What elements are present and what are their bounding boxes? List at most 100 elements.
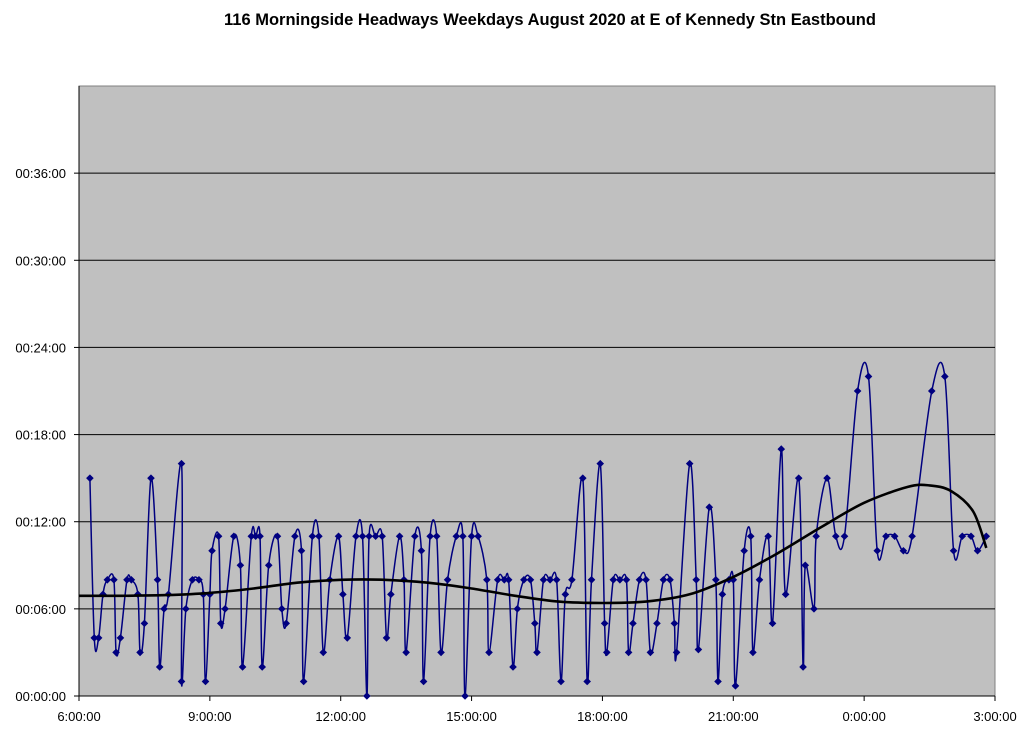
data-point-marker xyxy=(278,605,286,613)
data-point-marker xyxy=(467,532,476,541)
data-point-marker xyxy=(520,576,528,584)
data-point-marker xyxy=(86,474,94,482)
data-point-marker xyxy=(642,576,650,584)
data-point-marker xyxy=(579,474,587,482)
axes xyxy=(74,86,996,701)
data-point-marker xyxy=(426,532,434,541)
data-point-marker xyxy=(602,648,611,657)
data-point-marker xyxy=(195,576,203,584)
data-point-marker xyxy=(557,677,565,686)
data-point-marker xyxy=(238,663,247,671)
data-point-marker xyxy=(801,561,810,570)
data-point-marker xyxy=(147,474,155,482)
data-point-marker xyxy=(768,619,777,628)
data-point-marker xyxy=(177,459,186,468)
data-point-marker xyxy=(731,682,740,690)
y-tick-label: 00:18:00 xyxy=(15,428,66,443)
data-point-marker xyxy=(136,648,144,657)
data-point-marker xyxy=(299,677,308,686)
data-point-marker xyxy=(864,372,873,381)
x-tick-label: 18:00:00 xyxy=(577,709,628,724)
data-point-marker xyxy=(659,576,668,584)
data-point-marker xyxy=(873,546,882,555)
chart-title: 116 Morningside Headways Weekdays August… xyxy=(224,11,876,29)
data-point-marker xyxy=(705,503,714,511)
data-point-marker xyxy=(177,677,186,686)
data-point-marker xyxy=(810,605,818,613)
data-point-marker xyxy=(764,532,772,541)
data-point-marker xyxy=(258,663,266,671)
data-point-marker xyxy=(459,532,467,541)
x-tick-label: 21:00:00 xyxy=(708,709,759,724)
y-axis-tick-labels: 00:00:00 00:06:00 00:12:00 00:18:00 00:24:00… xyxy=(15,166,66,704)
x-tick-label: 0:00:00 xyxy=(842,709,885,724)
data-point-marker xyxy=(616,576,624,584)
data-point-marker xyxy=(629,619,637,628)
data-point-marker xyxy=(973,546,982,555)
data-point-marker xyxy=(746,532,755,541)
data-point-marker xyxy=(840,532,849,541)
data-point-marker xyxy=(692,576,701,584)
data-point-marker xyxy=(596,459,605,468)
data-point-marker xyxy=(568,576,576,584)
data-point-marker xyxy=(882,532,890,541)
data-point-marker xyxy=(670,619,679,628)
data-point-marker xyxy=(531,619,539,628)
data-point-marker xyxy=(509,663,517,671)
data-point-marker xyxy=(94,634,103,642)
data-point-marker xyxy=(485,648,493,657)
data-point-marker xyxy=(251,532,260,541)
x-axis-tick-labels: 6:00:00 9:00:00 12:00:00 15:00:00 18:00:00 21… xyxy=(57,709,1016,724)
data-point-marker xyxy=(958,532,967,541)
data-point-marker xyxy=(500,576,509,584)
data-point-marker xyxy=(103,576,112,584)
data-point-marker xyxy=(352,532,360,541)
data-point-marker xyxy=(908,532,916,541)
x-tick-label: 3:00:00 xyxy=(973,709,1016,724)
data-point-marker xyxy=(718,590,727,599)
data-point-marker xyxy=(395,532,404,541)
data-point-marker xyxy=(153,576,162,584)
data-point-marker xyxy=(622,576,631,584)
data-point-marker xyxy=(160,605,168,613)
y-tick-label: 00:12:00 xyxy=(15,515,66,530)
data-point-marker xyxy=(282,619,290,628)
data-point-marker xyxy=(343,634,352,642)
data-point-marker xyxy=(653,619,661,628)
data-point-marker xyxy=(90,634,99,642)
data-point-marker xyxy=(635,576,644,584)
data-point-marker xyxy=(483,576,491,584)
data-point-marker xyxy=(221,605,229,613)
data-point-marker xyxy=(452,532,461,541)
data-point-marker xyxy=(823,474,831,482)
data-point-marker xyxy=(214,532,223,541)
data-point-marker xyxy=(112,648,120,657)
y-tick-label: 00:36:00 xyxy=(15,166,66,181)
data-point-marker xyxy=(666,576,674,584)
data-point-marker xyxy=(526,576,535,584)
data-point-marker xyxy=(794,474,803,482)
data-point-marker xyxy=(740,546,748,555)
data-point-marker xyxy=(949,546,958,555)
data-point-marker xyxy=(967,532,975,541)
data-point-marker xyxy=(812,532,820,541)
data-point-marker xyxy=(461,692,469,700)
data-point-marker xyxy=(714,677,722,686)
data-point-marker xyxy=(236,561,245,570)
data-point-marker xyxy=(437,648,445,657)
data-point-marker xyxy=(188,576,197,584)
data-point-marker xyxy=(127,576,136,584)
data-point-marker xyxy=(712,576,720,584)
data-point-marker xyxy=(474,532,482,541)
data-point-marker xyxy=(609,576,618,584)
data-point-marker xyxy=(334,532,343,541)
data-point-marker xyxy=(256,532,264,541)
data-point-marker xyxy=(899,546,908,555)
y-tick-label: 00:06:00 xyxy=(15,602,66,617)
trend-line xyxy=(78,483,988,605)
series-group xyxy=(78,361,991,700)
data-point-marker xyxy=(363,692,371,700)
data-point-marker xyxy=(432,532,441,541)
x-tick-label: 6:00:00 xyxy=(57,709,100,724)
